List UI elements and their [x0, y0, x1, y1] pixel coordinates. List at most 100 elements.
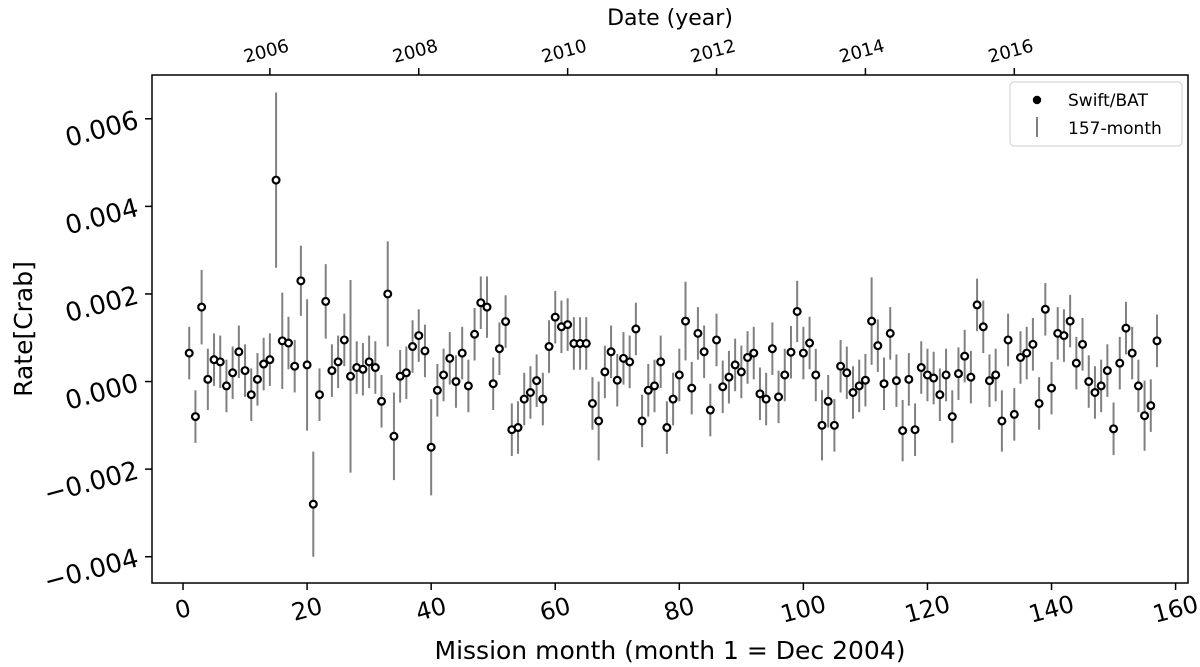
data-point: [470, 329, 480, 339]
data-point: [637, 416, 647, 426]
data-point: [463, 381, 473, 391]
top-tick-label: 2014: [837, 36, 887, 68]
data-point: [836, 361, 846, 371]
data-point: [829, 420, 839, 430]
y-tick-label: −0.002: [41, 456, 142, 510]
data-point: [798, 348, 808, 358]
legend: Swift/BAT 157-month: [1009, 81, 1183, 147]
data-point: [705, 405, 715, 415]
data-point: [1022, 348, 1032, 358]
data-point: [891, 376, 901, 386]
data-point: [649, 381, 659, 391]
data-point: [1109, 424, 1119, 434]
data-point: [668, 394, 678, 404]
data-point: [631, 324, 641, 334]
data-point: [240, 366, 250, 376]
data-point: [370, 363, 380, 373]
data-point: [879, 379, 889, 389]
data-point: [501, 317, 511, 327]
legend-box: [1009, 81, 1183, 147]
data-point: [252, 374, 262, 384]
data-point: [1071, 358, 1081, 368]
x-tick-label: 40: [413, 592, 450, 627]
data-point: [408, 342, 418, 352]
legend-label-157-month: 157-month: [1068, 119, 1162, 139]
data-point: [848, 388, 858, 398]
data-point: [1133, 381, 1143, 391]
data-point: [681, 316, 691, 326]
data-point: [283, 338, 293, 348]
data-point: [823, 396, 833, 406]
data-point: [550, 312, 560, 322]
y-tick-label: −0.004: [41, 544, 142, 598]
top-tick-label: 2016: [986, 36, 1036, 68]
data-point: [594, 416, 604, 426]
data-point: [1090, 388, 1100, 398]
data-point: [1140, 411, 1150, 421]
data-point: [377, 396, 387, 406]
data-point: [296, 276, 306, 286]
data-point: [389, 431, 399, 441]
y-tick-label: 0.006: [62, 106, 142, 154]
data-point: [190, 412, 200, 422]
data-point: [339, 335, 349, 345]
data-point: [538, 394, 548, 404]
data-point: [525, 388, 535, 398]
data-point: [743, 352, 753, 362]
data-point: [817, 420, 827, 430]
x-tick-label: 20: [289, 592, 326, 627]
data-point: [494, 344, 504, 354]
data-point: [1003, 335, 1013, 345]
data-point: [364, 357, 374, 367]
data-point: [1084, 377, 1094, 387]
data-layer: [184, 92, 1162, 557]
data-point: [1078, 339, 1088, 349]
data-point: [854, 381, 864, 391]
top-tick-label: 2008: [390, 36, 440, 68]
data-point: [432, 385, 442, 395]
data-point: [457, 348, 467, 358]
data-point: [643, 385, 653, 395]
data-point: [401, 368, 411, 378]
x-tick-label: 80: [661, 592, 698, 627]
legend-marker-dot: [1032, 95, 1042, 105]
bottom-axis: 0 20 40 60 80 100 120 140 160: [172, 583, 1200, 629]
legend-label-swift-bat: Swift/BAT: [1068, 91, 1148, 111]
data-point: [662, 423, 672, 433]
data-point: [786, 347, 796, 357]
data-point: [314, 390, 324, 400]
data-point: [1152, 336, 1162, 346]
data-point: [532, 376, 542, 386]
left-axis: −0.004 −0.002 0.000 0.002 0.004 0.006: [41, 106, 152, 598]
data-point: [811, 370, 821, 380]
data-point: [625, 357, 635, 367]
data-point: [519, 394, 529, 404]
data-point: [290, 361, 300, 371]
data-point: [842, 368, 852, 378]
data-point: [383, 289, 393, 299]
data-point: [953, 369, 963, 379]
top-axis-title: Date (year): [607, 6, 733, 31]
data-point: [612, 375, 622, 385]
y-tick-label: 0.002: [62, 281, 142, 329]
data-point: [860, 375, 870, 385]
data-point: [991, 370, 1001, 380]
data-point: [221, 381, 231, 391]
x-axis-title: Mission month (month 1 = Dec 2004): [435, 636, 906, 665]
data-point: [606, 347, 616, 357]
data-point: [184, 348, 194, 358]
data-point: [259, 359, 269, 369]
data-point: [246, 390, 256, 400]
data-point: [544, 342, 554, 352]
data-point: [228, 368, 238, 378]
data-point: [674, 370, 684, 380]
data-point: [581, 338, 591, 348]
data-point: [1127, 348, 1137, 358]
data-point: [1034, 398, 1044, 408]
data-point: [978, 322, 988, 332]
data-point: [687, 383, 697, 393]
data-point: [712, 335, 722, 345]
y-tick-label: 0.004: [62, 193, 142, 241]
data-point: [805, 338, 815, 348]
